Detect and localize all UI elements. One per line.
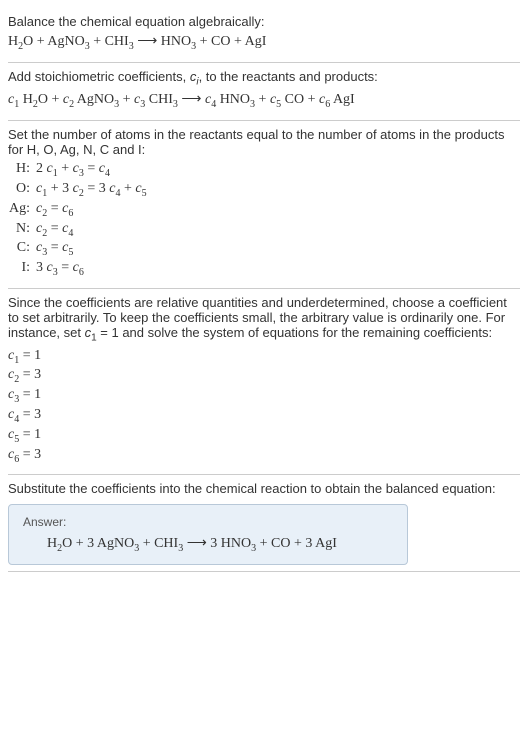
atom-row: N:c2 = c4 [8,221,520,239]
coefficient-value: c1 = 1 [8,348,520,366]
atom-label: O: [8,181,36,199]
atom-label: H: [8,161,36,179]
atom-label: Ag: [8,201,36,219]
atom-row: C:c3 = c5 [8,240,520,258]
substitute-text: Substitute the coefficients into the che… [8,481,520,496]
coefficient-value: c2 = 3 [8,367,520,385]
atom-row: H:2 c1 + c3 = c4 [8,161,520,179]
atom-equation: c2 = c4 [36,221,73,239]
atom-label: C: [8,240,36,258]
atom-equation: c3 = c5 [36,240,73,258]
coefficient-value: c3 = 1 [8,387,520,405]
solve-text: Since the coefficients are relative quan… [8,295,520,344]
atom-row: O:c1 + 3 c2 = 3 c4 + c5 [8,181,520,199]
section-atoms: Set the number of atoms in the reactants… [8,121,520,289]
balanced-equation: H2O + 3 AgNO3 + CHI3 ⟶ 3 HNO3 + CO + 3 A… [23,535,393,554]
answer-label: Answer: [23,515,393,529]
section-solve: Since the coefficients are relative quan… [8,289,520,475]
atoms-text: Set the number of atoms in the reactants… [8,127,520,157]
coeff-equation: c1 H2O + c2 AgNO3 + c3 CHI3 ⟶ c4 HNO3 + … [8,91,520,110]
section-coefficients: Add stoichiometric coefficients, ci, to … [8,63,520,121]
atom-label: I: [8,260,36,278]
intro-text: Balance the chemical equation algebraica… [8,14,520,29]
atom-row: I:3 c3 = c6 [8,260,520,278]
coefficient-values: c1 = 1c2 = 3 c3 = 1 c4 = 3 c5 = 1 c6 = 3 [8,348,520,465]
atom-label: N: [8,221,36,239]
atom-equation: 3 c3 = c6 [36,260,84,278]
coefficient-value: c4 = 3 [8,407,520,425]
unbalanced-equation: H2O + AgNO3 + CHI3 ⟶ HNO3 + CO + AgI [8,33,520,52]
atom-equation: c2 = c6 [36,201,73,219]
section-intro: Balance the chemical equation algebraica… [8,8,520,63]
coefficient-value: c6 = 3 [8,447,520,465]
atom-equations-table: H:2 c1 + c3 = c4O:c1 + 3 c2 = 3 c4 + c5A… [8,161,520,278]
atom-equation: c1 + 3 c2 = 3 c4 + c5 [36,181,147,199]
answer-box: Answer: H2O + 3 AgNO3 + CHI3 ⟶ 3 HNO3 + … [8,504,408,565]
coefficient-value: c5 = 1 [8,427,520,445]
coeff-text: Add stoichiometric coefficients, ci, to … [8,69,520,88]
atom-row: Ag:c2 = c6 [8,201,520,219]
section-answer: Substitute the coefficients into the che… [8,475,520,572]
atom-equation: 2 c1 + c3 = c4 [36,161,110,179]
